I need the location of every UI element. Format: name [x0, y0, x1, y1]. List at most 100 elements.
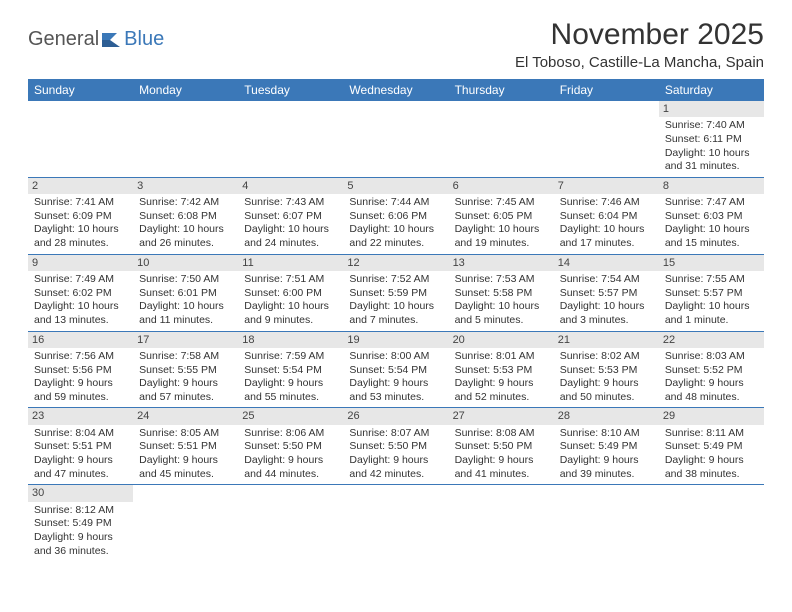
col-monday: Monday: [133, 79, 238, 101]
calendar-cell: 2Sunrise: 7:41 AMSunset: 6:09 PMDaylight…: [28, 177, 133, 254]
logo-text-b: Blue: [124, 28, 164, 51]
sunrise-text: Sunrise: 8:04 AM: [34, 427, 127, 441]
daylight-text: Daylight: 10 hours and 11 minutes.: [139, 300, 232, 327]
daylight-text: Daylight: 9 hours and 38 minutes.: [665, 454, 758, 481]
daylight-text: Daylight: 10 hours and 9 minutes.: [244, 300, 337, 327]
month-title: November 2025: [515, 18, 764, 52]
sunset-text: Sunset: 5:50 PM: [244, 440, 337, 454]
calendar-cell: 24Sunrise: 8:05 AMSunset: 5:51 PMDayligh…: [133, 408, 238, 485]
sunset-text: Sunset: 5:55 PM: [139, 364, 232, 378]
location: El Toboso, Castille-La Mancha, Spain: [515, 54, 764, 71]
sunset-text: Sunset: 5:54 PM: [244, 364, 337, 378]
title-block: November 2025 El Toboso, Castille-La Man…: [515, 18, 764, 71]
calendar-cell: [133, 101, 238, 177]
col-sunday: Sunday: [28, 79, 133, 101]
day-number: 6: [449, 178, 554, 194]
sunrise-text: Sunrise: 7:45 AM: [455, 196, 548, 210]
logo-flag-icon: [101, 31, 123, 49]
sunset-text: Sunset: 5:49 PM: [665, 440, 758, 454]
calendar-cell: [28, 101, 133, 177]
sunset-text: Sunset: 6:06 PM: [349, 210, 442, 224]
calendar-cell: 20Sunrise: 8:01 AMSunset: 5:53 PMDayligh…: [449, 331, 554, 408]
day-number: 24: [133, 408, 238, 424]
sunrise-text: Sunrise: 8:00 AM: [349, 350, 442, 364]
sunrise-text: Sunrise: 8:02 AM: [560, 350, 653, 364]
calendar-cell: 27Sunrise: 8:08 AMSunset: 5:50 PMDayligh…: [449, 408, 554, 485]
sunset-text: Sunset: 5:57 PM: [560, 287, 653, 301]
day-number: 18: [238, 332, 343, 348]
daylight-text: Daylight: 10 hours and 7 minutes.: [349, 300, 442, 327]
calendar-row: 9Sunrise: 7:49 AMSunset: 6:02 PMDaylight…: [28, 254, 764, 331]
sunset-text: Sunset: 6:05 PM: [455, 210, 548, 224]
calendar-cell: 23Sunrise: 8:04 AMSunset: 5:51 PMDayligh…: [28, 408, 133, 485]
day-number: 23: [28, 408, 133, 424]
daylight-text: Daylight: 9 hours and 59 minutes.: [34, 377, 127, 404]
daylight-text: Daylight: 9 hours and 55 minutes.: [244, 377, 337, 404]
logo: General Blue: [28, 28, 164, 51]
sunset-text: Sunset: 5:50 PM: [349, 440, 442, 454]
sunrise-text: Sunrise: 8:11 AM: [665, 427, 758, 441]
calendar-cell: 18Sunrise: 7:59 AMSunset: 5:54 PMDayligh…: [238, 331, 343, 408]
sunrise-text: Sunrise: 8:08 AM: [455, 427, 548, 441]
sunrise-text: Sunrise: 7:58 AM: [139, 350, 232, 364]
sunrise-text: Sunrise: 7:42 AM: [139, 196, 232, 210]
day-number: 10: [133, 255, 238, 271]
daylight-text: Daylight: 9 hours and 50 minutes.: [560, 377, 653, 404]
sunset-text: Sunset: 5:49 PM: [34, 517, 127, 531]
sunset-text: Sunset: 5:50 PM: [455, 440, 548, 454]
calendar-cell: 6Sunrise: 7:45 AMSunset: 6:05 PMDaylight…: [449, 177, 554, 254]
day-number: 2: [28, 178, 133, 194]
weekday-header-row: Sunday Monday Tuesday Wednesday Thursday…: [28, 79, 764, 101]
sunset-text: Sunset: 6:03 PM: [665, 210, 758, 224]
col-friday: Friday: [554, 79, 659, 101]
col-saturday: Saturday: [659, 79, 764, 101]
sunset-text: Sunset: 5:53 PM: [560, 364, 653, 378]
calendar-row: 16Sunrise: 7:56 AMSunset: 5:56 PMDayligh…: [28, 331, 764, 408]
calendar-cell: [449, 101, 554, 177]
day-number: 11: [238, 255, 343, 271]
col-tuesday: Tuesday: [238, 79, 343, 101]
calendar-cell: 22Sunrise: 8:03 AMSunset: 5:52 PMDayligh…: [659, 331, 764, 408]
day-number: 15: [659, 255, 764, 271]
calendar-row: 30Sunrise: 8:12 AMSunset: 5:49 PMDayligh…: [28, 485, 764, 561]
calendar-cell: 15Sunrise: 7:55 AMSunset: 5:57 PMDayligh…: [659, 254, 764, 331]
day-number: 12: [343, 255, 448, 271]
sunset-text: Sunset: 5:58 PM: [455, 287, 548, 301]
sunset-text: Sunset: 5:56 PM: [34, 364, 127, 378]
day-number: 8: [659, 178, 764, 194]
calendar-cell: [343, 101, 448, 177]
calendar-cell: 28Sunrise: 8:10 AMSunset: 5:49 PMDayligh…: [554, 408, 659, 485]
sunset-text: Sunset: 6:01 PM: [139, 287, 232, 301]
calendar-cell: 4Sunrise: 7:43 AMSunset: 6:07 PMDaylight…: [238, 177, 343, 254]
day-number: 4: [238, 178, 343, 194]
daylight-text: Daylight: 10 hours and 5 minutes.: [455, 300, 548, 327]
sunrise-text: Sunrise: 8:07 AM: [349, 427, 442, 441]
sunrise-text: Sunrise: 7:54 AM: [560, 273, 653, 287]
day-number: 9: [28, 255, 133, 271]
daylight-text: Daylight: 10 hours and 15 minutes.: [665, 223, 758, 250]
day-number: 19: [343, 332, 448, 348]
daylight-text: Daylight: 9 hours and 44 minutes.: [244, 454, 337, 481]
day-number: 26: [343, 408, 448, 424]
sunset-text: Sunset: 5:53 PM: [455, 364, 548, 378]
calendar-cell: 3Sunrise: 7:42 AMSunset: 6:08 PMDaylight…: [133, 177, 238, 254]
day-number: 21: [554, 332, 659, 348]
sunrise-text: Sunrise: 7:55 AM: [665, 273, 758, 287]
calendar-row: 23Sunrise: 8:04 AMSunset: 5:51 PMDayligh…: [28, 408, 764, 485]
col-wednesday: Wednesday: [343, 79, 448, 101]
calendar-cell: 10Sunrise: 7:50 AMSunset: 6:01 PMDayligh…: [133, 254, 238, 331]
sunset-text: Sunset: 6:08 PM: [139, 210, 232, 224]
day-number: 3: [133, 178, 238, 194]
daylight-text: Daylight: 9 hours and 39 minutes.: [560, 454, 653, 481]
day-number: 7: [554, 178, 659, 194]
daylight-text: Daylight: 10 hours and 17 minutes.: [560, 223, 653, 250]
daylight-text: Daylight: 9 hours and 42 minutes.: [349, 454, 442, 481]
sunset-text: Sunset: 6:04 PM: [560, 210, 653, 224]
calendar-cell: [238, 101, 343, 177]
day-number: 5: [343, 178, 448, 194]
daylight-text: Daylight: 9 hours and 53 minutes.: [349, 377, 442, 404]
sunset-text: Sunset: 6:00 PM: [244, 287, 337, 301]
daylight-text: Daylight: 10 hours and 3 minutes.: [560, 300, 653, 327]
calendar-cell: 11Sunrise: 7:51 AMSunset: 6:00 PMDayligh…: [238, 254, 343, 331]
sunset-text: Sunset: 5:52 PM: [665, 364, 758, 378]
